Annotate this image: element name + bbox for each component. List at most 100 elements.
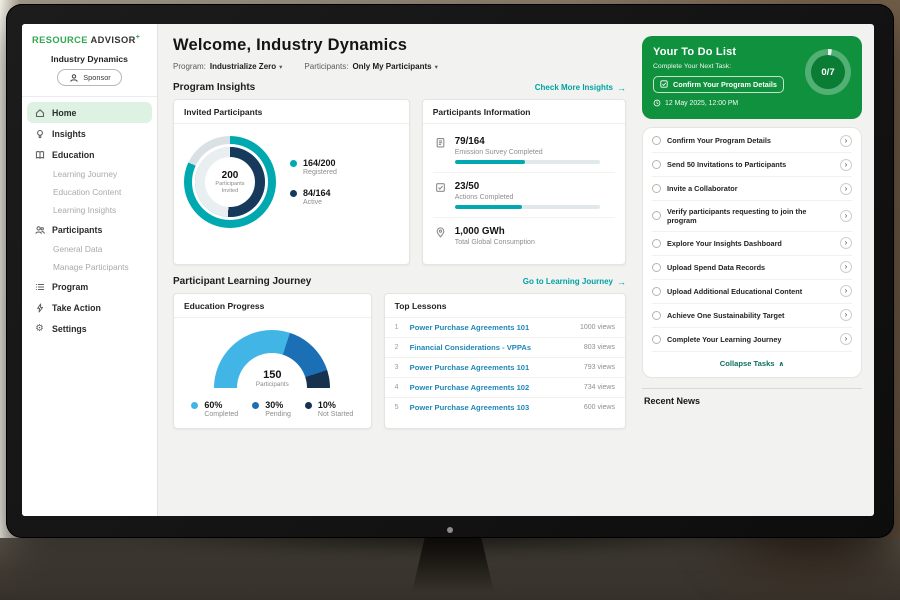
sponsor-badge-label: Sponsor (83, 73, 111, 83)
check-square-icon (660, 80, 668, 88)
task-row[interactable]: Upload Additional Educational Content (652, 280, 852, 304)
todo-title: Your To Do List (653, 46, 737, 58)
legend-value: 10% (317, 400, 336, 410)
sidebar-item-manage-participants[interactable]: Manage Participants (22, 258, 157, 276)
card-title: Invited Participants (174, 100, 409, 124)
stat-value: 79/164 (454, 136, 485, 147)
lesson-link[interactable]: Power Purchase Agreements 103 (409, 403, 530, 412)
logo-plus: + (135, 34, 141, 41)
donut-center: 200 Participants Invited (205, 157, 255, 207)
legend-label: Registered (303, 169, 337, 176)
sidebar-item-education[interactable]: Education (22, 144, 157, 165)
task-checkbox[interactable] (652, 160, 661, 169)
donut-chart-area: 200 Participants Invited 164/200 (174, 124, 409, 240)
task-label: Achieve One Sustainability Target (667, 310, 785, 320)
task-checkbox[interactable] (652, 286, 661, 296)
sidebar-item-learning-journey[interactable]: Learning Journey (22, 165, 157, 183)
lesson-link[interactable]: Financial Considerations - VPPAs (409, 343, 532, 352)
chevron-right-icon[interactable] (840, 158, 852, 171)
lesson-link[interactable]: Power Purchase Agreements 102 (409, 383, 530, 392)
due-date-row: 12 May 2025, 12:00 PM (653, 99, 851, 107)
legend-value: 30% (265, 400, 284, 410)
legend-item-pending: 30% Pending (252, 400, 291, 418)
task-checkbox[interactable] (652, 211, 661, 221)
task-row[interactable]: Explore Your Insights Dashboard (652, 232, 852, 256)
todo-subtitle: Complete Your Next Task: (653, 63, 732, 70)
task-row[interactable]: Achieve One Sustainability Target (652, 304, 852, 328)
sidebar-item-label: Education Content (53, 187, 122, 198)
chevron-right-icon[interactable] (840, 209, 852, 222)
sidebar-item-learning-insights[interactable]: Learning Insights (22, 201, 157, 219)
task-checkbox[interactable] (652, 184, 661, 193)
task-label: Upload Spend Data Records (667, 262, 766, 272)
task-checkbox[interactable] (652, 262, 661, 272)
dashboard-screen: RESOURCE ADVISOR+ Industry Dynamics Spon… (22, 24, 874, 516)
chevron-right-icon[interactable] (840, 309, 852, 322)
lesson-number: 1 (394, 324, 399, 331)
program-insights-header: Program Insights Check More Insights (173, 82, 626, 93)
program-filter-value: Industrialize Zero (209, 62, 277, 71)
sidebar-item-education-content[interactable]: Education Content (22, 183, 157, 201)
chevron-up-icon (775, 359, 785, 368)
go-to-learning-journey-link[interactable]: Go to Learning Journey (523, 277, 626, 287)
arrow-right-icon (617, 277, 626, 287)
card-title: Education Progress (174, 294, 371, 318)
task-row[interactable]: Verify participants requesting to join t… (652, 201, 852, 232)
main-content: Welcome, Industry Dynamics Program: Indu… (158, 24, 638, 516)
sidebar-item-participants[interactable]: Participants (22, 219, 157, 240)
legend-item-registered: 164/200 Registered (290, 158, 337, 176)
participants-filter-dropdown[interactable]: Only My Participants (352, 62, 437, 71)
task-row[interactable]: Complete Your Learning Journey (652, 328, 852, 352)
collapse-tasks-label: Collapse Tasks (719, 358, 775, 368)
list-icon (34, 281, 45, 292)
task-label: Explore Your Insights Dashboard (667, 238, 782, 248)
task-row[interactable]: Upload Spend Data Records (652, 256, 852, 280)
legend-label: Not Started (317, 411, 354, 418)
task-row[interactable]: Invite a Collaborator (652, 177, 852, 201)
section-title: Program Insights (173, 82, 256, 93)
lesson-link[interactable]: Power Purchase Agreements 101 (409, 363, 530, 372)
insights-cards-row: Invited Participants 200 Participants In… (173, 99, 626, 265)
chevron-right-icon[interactable] (840, 237, 852, 250)
home-icon (34, 107, 45, 118)
task-checkbox[interactable] (652, 238, 661, 248)
sidebar-item-program[interactable]: Program (22, 276, 157, 297)
task-checkbox[interactable] (652, 334, 661, 344)
page-title: Welcome, Industry Dynamics (173, 36, 408, 54)
check-square-icon (435, 181, 447, 193)
task-row[interactable]: Send 50 Invitations to Participants (652, 153, 852, 177)
insights-icon (34, 128, 45, 139)
gear-icon: ⚙ (35, 322, 44, 334)
sidebar-item-insights[interactable]: Insights (22, 123, 157, 144)
gauge-chart-area: 150 Participants 60% Completed (174, 318, 371, 428)
next-task-button[interactable]: Confirm Your Program Details (653, 75, 784, 93)
link-label: Check More Insights (534, 83, 613, 92)
program-filter-dropdown[interactable]: Industrialize Zero (210, 62, 283, 71)
task-checkbox[interactable] (652, 310, 661, 320)
check-more-insights-link[interactable]: Check More Insights (535, 83, 626, 93)
chevron-right-icon[interactable] (840, 285, 852, 298)
lesson-row: 3 Power Purchase Agreements 101 793 view… (384, 358, 625, 378)
sidebar-item-home[interactable]: Home (27, 102, 152, 124)
chevron-right-icon[interactable] (840, 261, 852, 274)
chevron-right-icon[interactable] (840, 182, 852, 195)
sidebar-item-take-action[interactable]: Take Action (22, 297, 157, 318)
chevron-right-icon[interactable] (840, 134, 852, 147)
todo-summary-card: Your To Do List Complete Your Next Task:… (642, 36, 862, 119)
sidebar-item-label: Insights (52, 128, 86, 139)
program-filter-label: Program: (173, 62, 206, 71)
task-checkbox[interactable] (652, 136, 661, 145)
stat-row-actions: 23/50 Actions Completed (432, 172, 615, 217)
stats-list: 79/164 Emission Survey Completed (423, 124, 625, 264)
sidebar-item-general-data[interactable]: General Data (22, 240, 157, 258)
chevron-right-icon[interactable] (840, 333, 852, 346)
task-label: Verify participants requesting to join t… (667, 206, 807, 225)
collapse-tasks-button[interactable]: Collapse Tasks (652, 352, 852, 376)
participants-information-card: Participants Information 79/164 Emission… (421, 99, 626, 265)
sidebar-item-settings[interactable]: ⚙ Settings (22, 318, 157, 339)
sponsor-badge[interactable]: Sponsor (57, 69, 122, 87)
sidebar-item-label: Manage Participants (53, 262, 129, 273)
lesson-link[interactable]: Power Purchase Agreements 101 (409, 323, 530, 332)
task-row[interactable]: Confirm Your Program Details (652, 129, 852, 153)
